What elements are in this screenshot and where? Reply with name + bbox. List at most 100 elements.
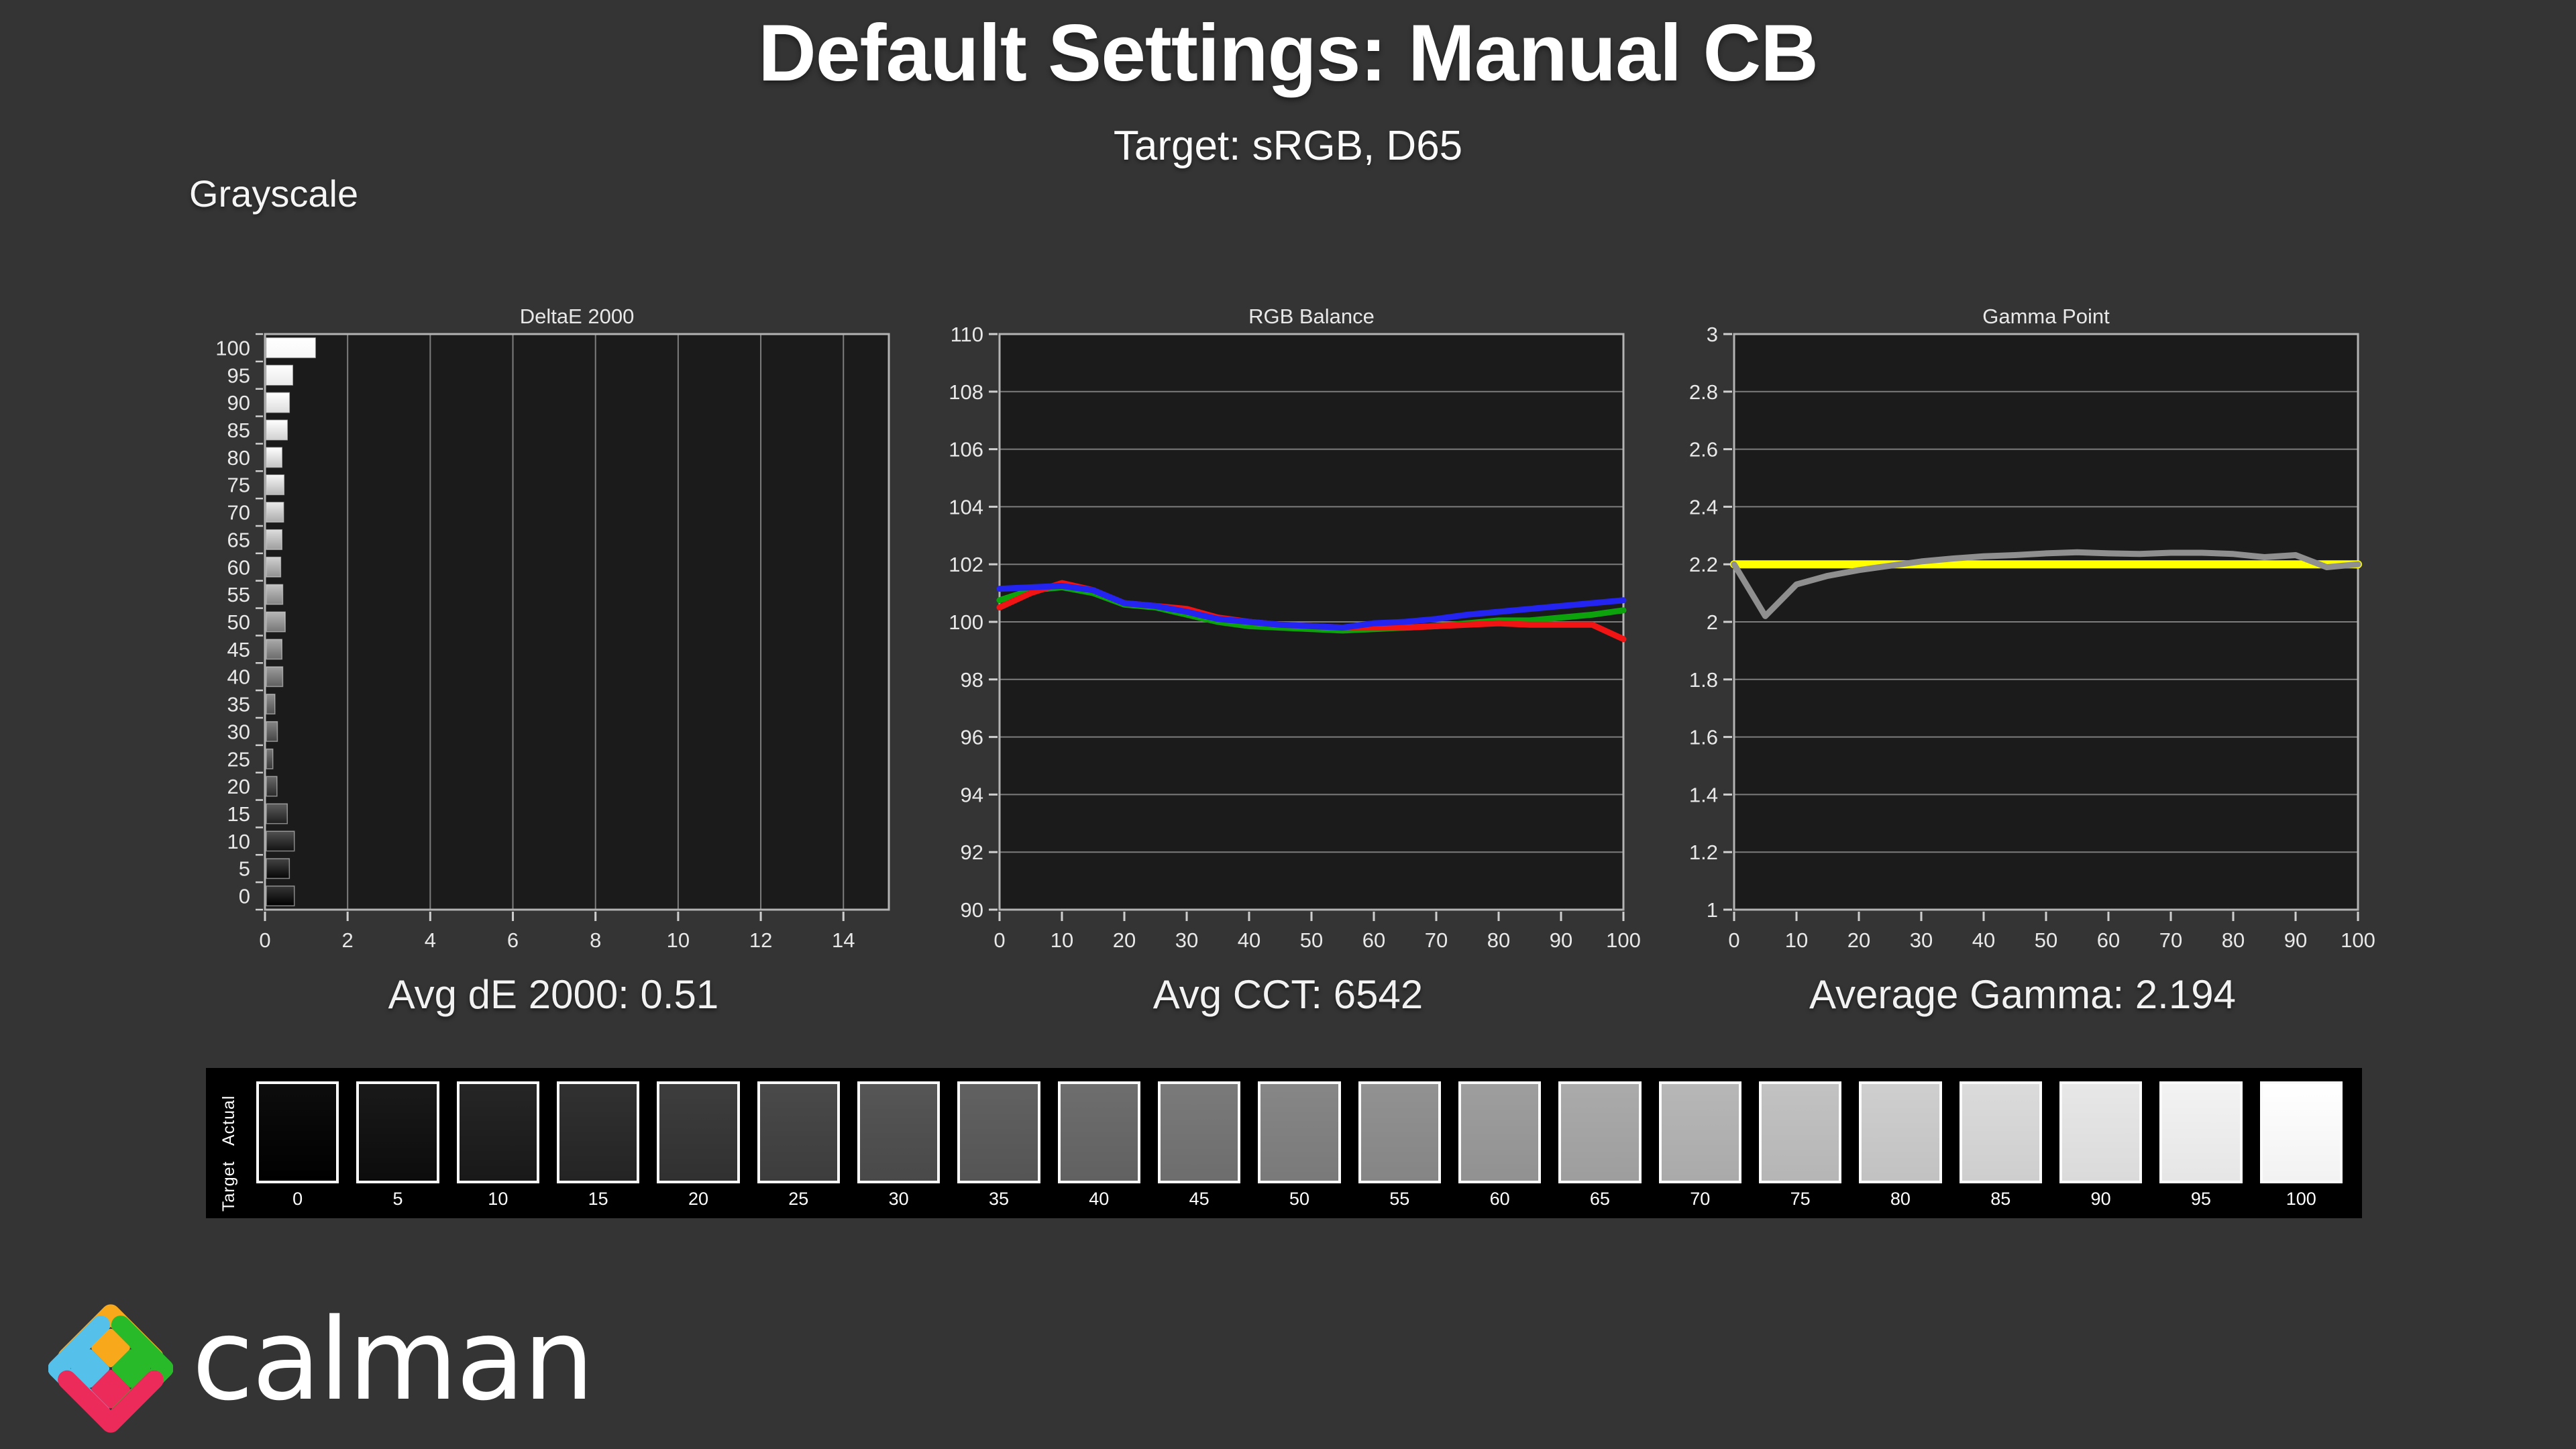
grayscale-cell-50: 50 (1249, 1068, 1349, 1218)
grayscale-swatch-label: 95 (2190, 1189, 2211, 1209)
grayscale-swatch-label: 55 (1389, 1189, 1410, 1209)
y-axis-tick-label: 2.8 (1689, 380, 1718, 404)
bar (266, 337, 316, 358)
logo-diamond (91, 1328, 130, 1368)
grayscale-cell-75: 75 (1750, 1068, 1850, 1218)
grayscale-swatch (2059, 1081, 2143, 1183)
chart-title: Gamma Point (1982, 305, 2110, 328)
x-axis-tick-label: 14 (832, 928, 855, 951)
x-axis-tick-label: 0 (259, 928, 270, 951)
x-axis-tick-label: 2 (342, 928, 354, 951)
grayscale-swatch (957, 1081, 1040, 1183)
grayscale-swatch (1558, 1081, 1642, 1183)
x-axis-tick-label: 20 (1847, 928, 1870, 951)
grayscale-swatch-label: 15 (588, 1189, 608, 1209)
x-axis-tick-label: 90 (2284, 928, 2307, 951)
grayscale-swatch-label: 25 (788, 1189, 809, 1209)
grayscale-swatch-label: 65 (1589, 1189, 1610, 1209)
grayscale-swatch (657, 1081, 740, 1183)
grayscale-swatch-label: 80 (1890, 1189, 1911, 1209)
grayscale-swatch (356, 1081, 439, 1183)
y-axis-tick-label: 2.4 (1689, 495, 1718, 519)
plot-border (998, 333, 1625, 911)
grayscale-cell-95: 95 (2151, 1068, 2251, 1218)
x-axis-tick-label: 80 (1487, 928, 1510, 951)
y-axis-tick-label: 94 (961, 783, 983, 806)
bar (266, 803, 288, 824)
grayscale-swatch (1057, 1081, 1140, 1183)
x-axis-tick-label: 60 (1362, 928, 1385, 951)
x-axis-tick-label: 6 (507, 928, 519, 951)
y-axis-tick-label: 110 (951, 323, 983, 346)
x-axis-tick-label: 60 (2097, 928, 2120, 951)
chart-title: DeltaE 2000 (520, 305, 635, 328)
plot-area (265, 334, 889, 910)
bar (266, 392, 290, 413)
y-axis-tick-label: 100 (215, 336, 250, 360)
y-axis-tick-label: 20 (227, 775, 250, 798)
plot-border (1733, 333, 2359, 911)
grayscale-swatch (1157, 1081, 1241, 1183)
y-axis-tick-label: 80 (227, 446, 250, 470)
strip-row-label-actual: Actual (219, 1095, 238, 1146)
series-line-measured-gamma (1731, 549, 2361, 619)
x-axis-tick-label: 30 (1910, 928, 1933, 951)
y-axis-tick-label: 1 (1707, 898, 1718, 922)
grayscale-cell-10: 10 (448, 1068, 548, 1218)
chart-title: RGB Balance (1248, 305, 1375, 328)
page-subtitle: Target: sRGB, D65 (1113, 123, 1463, 169)
bar (266, 584, 284, 605)
stat-avg-cct: Avg CCT: 6542 (1152, 972, 1424, 1017)
y-axis-tick-label: 102 (949, 553, 983, 576)
grayscale-cell-15: 15 (548, 1068, 648, 1218)
y-axis-tick-label: 1.4 (1689, 783, 1718, 806)
x-axis-tick-label: 90 (1550, 928, 1572, 951)
grayscale-swatch (2259, 1081, 2343, 1183)
grayscale-swatch-label: 85 (1990, 1189, 2011, 1209)
grayscale-cell-45: 45 (1149, 1068, 1249, 1218)
logo-diamond (70, 1349, 110, 1388)
y-axis-tick-label: 90 (227, 391, 250, 415)
x-axis-tick-label: 12 (749, 928, 772, 951)
grayscale-cell-20: 20 (648, 1068, 748, 1218)
x-axis-tick-label: 0 (994, 928, 1005, 951)
y-axis-tick-label: 10 (227, 830, 250, 853)
y-axis-tick-label: 1.8 (1689, 668, 1718, 692)
y-axis-tick-label: 65 (227, 528, 250, 551)
grayscale-swatch (1458, 1081, 1542, 1183)
y-axis-tick-label: 30 (227, 720, 250, 743)
bar (266, 364, 294, 386)
grayscale-swatch-label: 75 (1790, 1189, 1811, 1209)
grayscale-cell-5: 5 (347, 1068, 447, 1218)
x-axis-tick-label: 4 (425, 928, 436, 951)
logo-diamond (111, 1349, 151, 1388)
charts-row: DeltaE 2000 100 95 90 85 80 75 70 65 60 55 50 45 40 35… (201, 301, 2375, 952)
y-axis-tick-label: 1.6 (1689, 726, 1718, 749)
bar (266, 666, 284, 688)
grayscale-swatch-label: 50 (1289, 1189, 1309, 1209)
y-axis-tick-label: 98 (961, 668, 983, 692)
stats-row: Avg dE 2000: 0.51 Avg CCT: 6542 Average … (201, 971, 2375, 1018)
y-axis-tick-label: 5 (239, 857, 250, 881)
grayscale-swatch-label: 10 (488, 1189, 508, 1209)
x-axis-tick-label: 100 (2341, 928, 2375, 951)
grayscale-swatch (1658, 1081, 1741, 1183)
y-axis-tick-label: 104 (949, 495, 983, 519)
grayscale-cell-30: 30 (849, 1068, 949, 1218)
bar (266, 447, 283, 468)
grayscale-swatch-label: 90 (2090, 1189, 2111, 1209)
deltae-2000-plot: DeltaE 200010095908580757065605550454035… (215, 305, 890, 952)
section-label-grayscale: Grayscale (189, 172, 359, 215)
bar (266, 529, 283, 550)
y-axis-tick-label: 25 (227, 747, 250, 771)
bar (266, 694, 276, 715)
grayscale-swatch-label: 20 (688, 1189, 708, 1209)
y-axis-tick-label: 75 (227, 474, 250, 497)
stat-avg-de2000: Avg dE 2000: 0.51 (388, 972, 719, 1017)
bar (266, 502, 284, 523)
bar (266, 748, 274, 769)
grayscale-swatch (857, 1081, 941, 1183)
bar (266, 885, 295, 907)
y-axis-tick-label: 96 (961, 726, 983, 749)
y-axis-tick-label: 2 (1707, 610, 1718, 634)
